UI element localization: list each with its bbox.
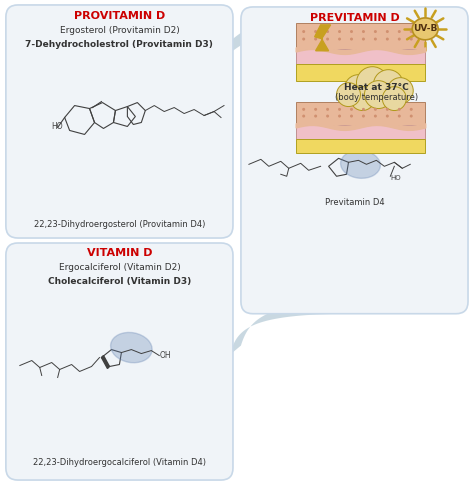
Circle shape (350, 87, 374, 110)
Text: PROVITAMIN D: PROVITAMIN D (74, 11, 165, 21)
FancyBboxPatch shape (6, 5, 233, 238)
Circle shape (314, 108, 317, 111)
Circle shape (302, 115, 305, 118)
Circle shape (386, 115, 389, 118)
Circle shape (337, 83, 360, 106)
Circle shape (345, 75, 373, 103)
Circle shape (410, 115, 413, 118)
Circle shape (398, 115, 401, 118)
Text: HO: HO (52, 122, 64, 131)
Circle shape (398, 30, 401, 33)
Circle shape (374, 37, 377, 40)
Circle shape (350, 115, 353, 118)
Text: 7-Dehydrocholestrol (Provitamin D3): 7-Dehydrocholestrol (Provitamin D3) (26, 40, 213, 49)
Circle shape (387, 78, 413, 104)
Text: UV-B: UV-B (413, 24, 438, 34)
Circle shape (338, 30, 341, 33)
Circle shape (398, 37, 401, 40)
Polygon shape (233, 16, 388, 51)
Circle shape (365, 81, 392, 108)
Circle shape (338, 37, 341, 40)
FancyBboxPatch shape (241, 7, 468, 314)
Text: Previtamin D3: Previtamin D3 (318, 42, 391, 51)
Circle shape (398, 108, 401, 111)
Polygon shape (315, 25, 330, 51)
Circle shape (374, 69, 403, 100)
Circle shape (374, 108, 377, 111)
Text: Previtamin D2: Previtamin D2 (322, 28, 386, 37)
Circle shape (362, 108, 365, 111)
Circle shape (350, 37, 353, 40)
Ellipse shape (412, 18, 438, 40)
Circle shape (314, 115, 317, 118)
Circle shape (326, 115, 329, 118)
Bar (296, 23, 425, 50)
Circle shape (326, 37, 329, 40)
Circle shape (314, 30, 317, 33)
Polygon shape (229, 302, 355, 356)
Circle shape (302, 108, 305, 111)
Ellipse shape (110, 332, 152, 363)
Circle shape (356, 67, 388, 99)
Circle shape (362, 37, 365, 40)
Circle shape (374, 30, 377, 33)
Text: Previtamin D4: Previtamin D4 (325, 198, 384, 207)
Circle shape (362, 30, 365, 33)
Text: 22,23-Dihydroergosterol (Provitamin D4): 22,23-Dihydroergosterol (Provitamin D4) (34, 220, 205, 229)
Circle shape (386, 30, 389, 33)
Circle shape (314, 37, 317, 40)
FancyBboxPatch shape (6, 243, 233, 480)
Circle shape (410, 37, 413, 40)
Bar (296, 125, 425, 139)
Circle shape (326, 108, 329, 111)
Text: Heat at 37°C: Heat at 37°C (344, 83, 409, 92)
Ellipse shape (341, 150, 380, 178)
Text: VITAMIN D: VITAMIN D (87, 248, 152, 258)
Circle shape (350, 30, 353, 33)
Text: Ergocalciferol (Vitamin D2): Ergocalciferol (Vitamin D2) (59, 263, 180, 272)
Circle shape (386, 37, 389, 40)
Circle shape (374, 115, 377, 118)
Text: OH: OH (159, 350, 171, 360)
Text: Cholecalciferol (Vitamin D3): Cholecalciferol (Vitamin D3) (48, 277, 191, 286)
Bar (296, 50, 425, 65)
Circle shape (386, 108, 389, 111)
Circle shape (326, 30, 329, 33)
Circle shape (383, 87, 406, 110)
Circle shape (338, 115, 341, 118)
Circle shape (302, 37, 305, 40)
Bar (296, 102, 425, 125)
Circle shape (302, 30, 305, 33)
Circle shape (338, 108, 341, 111)
Circle shape (350, 108, 353, 111)
Text: Ergosterol (Provitamin D2): Ergosterol (Provitamin D2) (60, 26, 179, 35)
Bar (296, 139, 425, 154)
Circle shape (410, 30, 413, 33)
Text: (body temperature): (body temperature) (335, 93, 418, 102)
Text: PREVITAMIN D: PREVITAMIN D (310, 13, 400, 23)
Circle shape (410, 108, 413, 111)
Bar (296, 65, 425, 81)
Circle shape (362, 115, 365, 118)
Text: HO: HO (390, 175, 401, 181)
Polygon shape (101, 356, 109, 368)
Text: 22,23-Dihydroergocalciferol (Vitamin D4): 22,23-Dihydroergocalciferol (Vitamin D4) (33, 458, 206, 467)
